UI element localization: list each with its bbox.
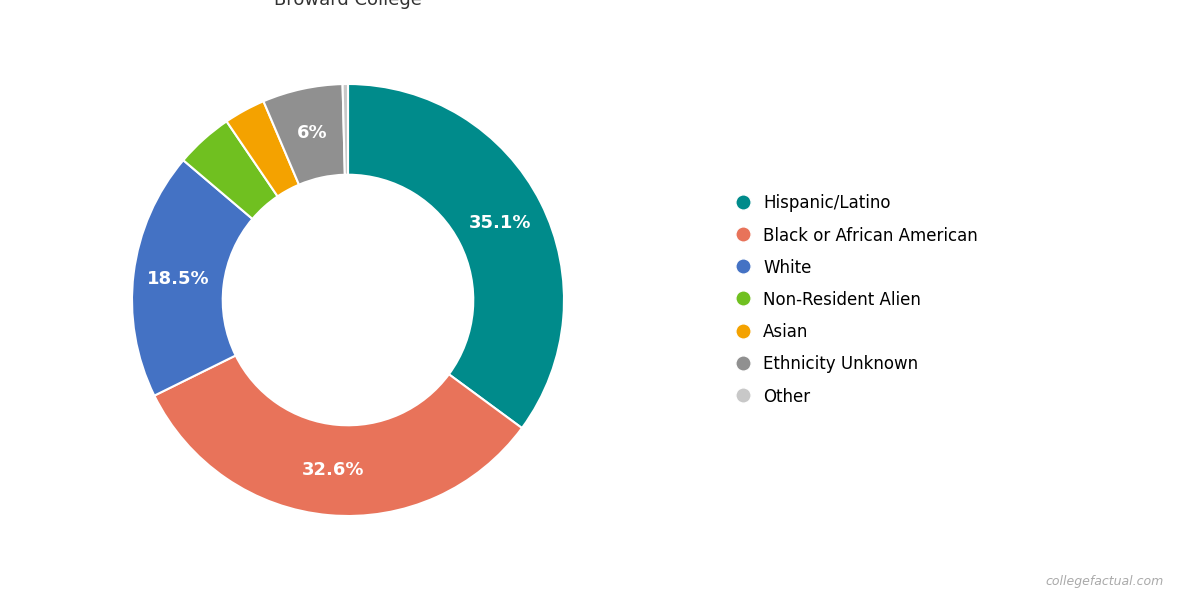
- Wedge shape: [342, 84, 348, 175]
- Legend: Hispanic/Latino, Black or African American, White, Non-Resident Alien, Asian, Et: Hispanic/Latino, Black or African Americ…: [728, 186, 986, 414]
- Wedge shape: [348, 84, 564, 428]
- Wedge shape: [132, 160, 252, 395]
- Wedge shape: [155, 355, 522, 516]
- Text: collegefactual.com: collegefactual.com: [1045, 575, 1164, 588]
- Text: 6%: 6%: [296, 124, 328, 142]
- Wedge shape: [264, 84, 344, 185]
- Text: 32.6%: 32.6%: [301, 461, 365, 479]
- Title: Ethnic Diversity of Undergraduate Students at
Broward College: Ethnic Diversity of Undergraduate Studen…: [139, 0, 557, 9]
- Text: 18.5%: 18.5%: [148, 270, 210, 288]
- Wedge shape: [227, 101, 299, 196]
- Text: 35.1%: 35.1%: [469, 214, 532, 232]
- Wedge shape: [184, 121, 277, 219]
